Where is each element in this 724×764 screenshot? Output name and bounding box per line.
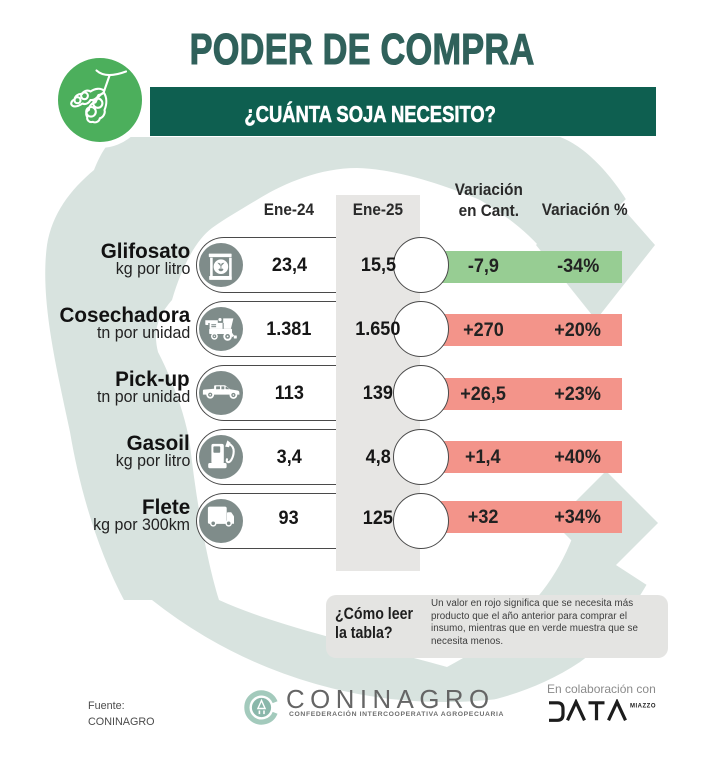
- svg-text:MIAZZO: MIAZZO: [630, 704, 656, 710]
